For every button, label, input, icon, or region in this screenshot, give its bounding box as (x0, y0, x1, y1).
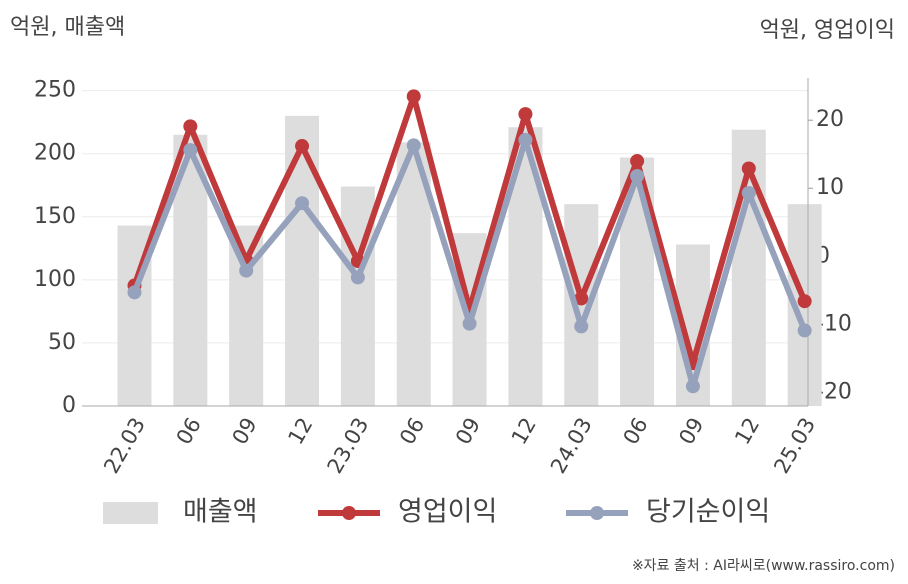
y-tick-label: 50 (48, 330, 76, 355)
point (127, 285, 142, 300)
right-axis-label: 억원, 영업이익 (760, 18, 895, 43)
x-tick-label: 24.03 (546, 414, 597, 478)
point (183, 119, 198, 134)
x-tick-label: 06 (172, 414, 206, 449)
y-tick-label: 100 (34, 267, 76, 292)
point (630, 154, 645, 169)
point (406, 89, 421, 104)
point (797, 323, 812, 338)
point (295, 139, 310, 154)
point (518, 107, 533, 122)
point (797, 294, 812, 309)
legend-label: 당기순이익 (646, 497, 770, 528)
point (183, 143, 198, 158)
y-tick-label: 0 (62, 393, 76, 418)
point (630, 168, 645, 183)
legend-label: 매출액 (183, 497, 258, 528)
x-tick-label: 06 (618, 414, 652, 449)
y2-tick-label: -10 (816, 311, 852, 336)
y-tick-label: 250 (34, 78, 76, 103)
source: ※자료 출처 : AI라씨로(www.rassiro.com) (632, 558, 895, 574)
point (462, 316, 477, 331)
x-tick-label: 09 (228, 414, 262, 449)
point (741, 186, 756, 201)
point (685, 379, 700, 394)
bar (285, 115, 320, 406)
y-tick-label: 200 (34, 141, 76, 166)
y2-tick-label: -20 (816, 379, 852, 404)
legend-label: 영업이익 (398, 497, 497, 528)
legend-swatch (342, 506, 356, 520)
x-tick-label: 23.03 (323, 414, 374, 478)
x-tick-label: 12 (283, 414, 317, 449)
x-tick-label: 22.03 (99, 414, 150, 478)
x-tick-label: 12 (730, 414, 764, 449)
left-axis-label: 억원, 매출액 (10, 15, 125, 40)
point (406, 138, 421, 153)
point (295, 196, 310, 211)
y2-tick-label: 20 (816, 107, 844, 132)
legend-swatch (590, 506, 604, 520)
y2-tick-label: 10 (816, 175, 844, 200)
x-tick-label: 09 (674, 414, 708, 449)
x-tick-label: 12 (507, 414, 541, 449)
x-tick-label: 06 (395, 414, 429, 449)
x-tick-label: 25.03 (769, 414, 820, 478)
point (574, 291, 589, 306)
point (350, 270, 365, 285)
legend-swatch (103, 502, 158, 524)
point (574, 319, 589, 334)
x-tick-label: 09 (451, 414, 485, 449)
y-tick-label: 150 (34, 204, 76, 229)
point (741, 161, 756, 176)
point (239, 263, 254, 278)
point (518, 132, 533, 147)
